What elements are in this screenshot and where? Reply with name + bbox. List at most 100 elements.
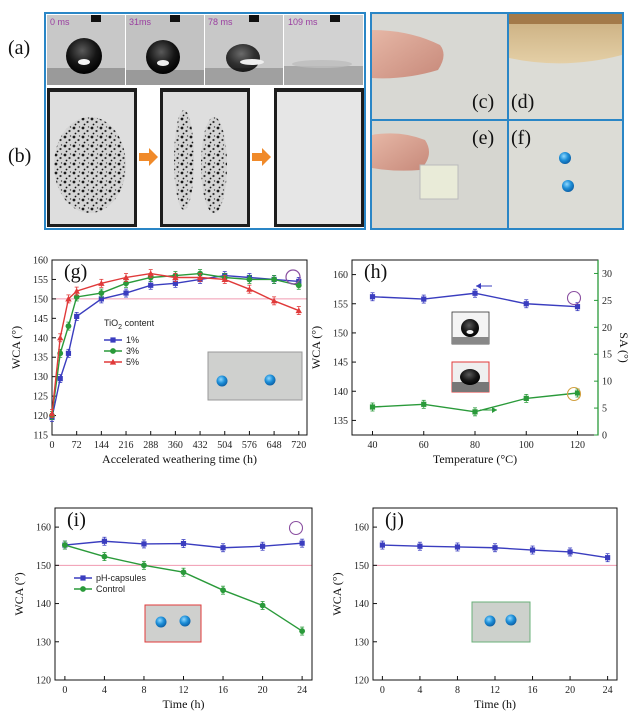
- arrow-right-icon: [139, 148, 158, 166]
- data-point: [271, 276, 277, 283]
- inset-droplet: [155, 616, 167, 628]
- droplet-2: [226, 44, 260, 72]
- inset-photo: [144, 604, 202, 643]
- chart-h: 40 60 80 100 120 135 140 145 150 155 160 0 5 10 15 20 25…: [309, 259, 631, 466]
- data-point: [98, 290, 105, 296]
- surface-3: [284, 66, 363, 85]
- y2-tick-label: 25: [602, 296, 612, 307]
- axis-label: WCA (°): [309, 326, 323, 369]
- data-point: [48, 410, 56, 417]
- axis-label: WCA (°): [12, 572, 26, 615]
- panel-label-i: (i): [67, 509, 86, 531]
- sand-strip-b2a: [174, 110, 194, 210]
- data-point: [421, 401, 427, 407]
- data-point: [369, 294, 376, 300]
- y-tick-label: 135: [333, 416, 348, 427]
- legend-swatch-marker: [109, 358, 117, 365]
- self-cleaning-photos: [47, 88, 364, 227]
- needle-1: [170, 15, 180, 22]
- data-point: [295, 282, 302, 289]
- x-tick-label: 60: [419, 440, 429, 451]
- panel-label-d: (d): [511, 91, 534, 113]
- x-tick-label: 0: [380, 685, 385, 696]
- highlight-circle: [288, 520, 304, 536]
- plot-frame: [51, 259, 308, 436]
- axis-label: Temperature (°C): [433, 452, 517, 466]
- y-tick-label: 120: [36, 676, 51, 687]
- data-point: [605, 555, 611, 561]
- sand-pile-b1: [54, 117, 126, 213]
- data-point: [246, 276, 253, 283]
- x-tick-label: 144: [94, 440, 109, 451]
- data-point: [73, 287, 80, 294]
- legend-entry: pH-capsules: [96, 573, 147, 583]
- panel-label-g: (g): [64, 261, 87, 283]
- finger-e: [372, 133, 429, 171]
- data-point: [147, 270, 154, 277]
- x-tick-label: 8: [455, 685, 460, 696]
- y-tick-label: 160: [354, 523, 369, 534]
- data-point: [454, 544, 461, 550]
- axis-label: Accelerated weathering time (h): [102, 452, 257, 466]
- data-point: [180, 540, 187, 547]
- axis-label: SA (°): [617, 332, 631, 362]
- needle-0: [91, 15, 101, 22]
- droplet-0-highlight: [78, 59, 90, 65]
- data-point: [172, 280, 178, 286]
- data-point: [246, 285, 253, 292]
- x-tick-label: 4: [102, 685, 107, 696]
- inset-droplet: [216, 375, 228, 387]
- data-point: [123, 290, 129, 296]
- y-tick-label: 135: [33, 353, 48, 364]
- x-tick-label: 576: [242, 440, 257, 451]
- data-point: [417, 543, 423, 549]
- data-point: [472, 290, 478, 296]
- data-point: [101, 553, 108, 560]
- data-point: [472, 409, 478, 415]
- surface-1: [126, 70, 204, 85]
- y-tick-label: 120: [354, 676, 369, 687]
- data-point: [259, 543, 266, 549]
- legend-swatch-marker: [80, 586, 86, 592]
- axis-label: Time (h): [474, 697, 516, 711]
- y2-tick-label: 0: [602, 431, 607, 442]
- panel-label-j: (j): [385, 509, 404, 531]
- chart-g: 0 72 144 216 288 360 432 504 576 648 720 115 120 125 1…: [9, 256, 308, 466]
- y-tick-label: 155: [33, 275, 48, 286]
- inset-photo: [471, 601, 531, 643]
- data-point: [295, 307, 302, 314]
- x-tick-label: 504: [217, 440, 232, 451]
- x-tick-label: 648: [267, 440, 282, 451]
- frame-time-0: 0 ms: [50, 17, 70, 27]
- droplet-0: [66, 38, 102, 74]
- droplet-frames: 0 ms 31ms 78 ms 109 ms: [47, 15, 363, 85]
- inset-sa-droplet: [460, 369, 480, 385]
- y-tick-label: 155: [333, 299, 348, 310]
- x-tick-label: 20: [565, 685, 575, 696]
- y-tick-label: 115: [33, 431, 48, 442]
- panel-label-h: (h): [364, 261, 387, 283]
- y-tick-label: 150: [33, 294, 48, 305]
- x-tick-label: 12: [490, 685, 500, 696]
- y-tick-label: 140: [333, 387, 348, 398]
- legend-title: TiO2 content: [104, 318, 155, 331]
- x-tick-label: 40: [368, 440, 378, 451]
- y-tick-label: 140: [36, 599, 51, 610]
- legend-title-sub: 2: [118, 324, 122, 331]
- chart-j: 0 4 8 12 16 20 24 120 130 140 150 160 Time (h) WCA (°…: [330, 507, 618, 711]
- x-tick-label: 16: [218, 685, 228, 696]
- arrow-left-icon: [476, 283, 481, 289]
- chart-i: 0 4 8 12 16 20 24 120 130 140 150 160 Time (h) WCA (°…: [12, 507, 313, 711]
- x-tick-label: 16: [528, 685, 538, 696]
- legend-swatch-marker: [110, 348, 116, 354]
- axis-label: WCA (°): [9, 326, 23, 369]
- data-point: [299, 540, 305, 546]
- inset-droplet: [264, 374, 276, 386]
- x-tick-label: 360: [168, 440, 183, 451]
- y-tick-label: 140: [354, 599, 369, 610]
- arrow-right-icon: [492, 407, 497, 413]
- x-tick-label: 80: [470, 440, 480, 451]
- data-point: [523, 301, 529, 307]
- data-point: [492, 545, 498, 551]
- panel-label-a: (a): [8, 37, 30, 59]
